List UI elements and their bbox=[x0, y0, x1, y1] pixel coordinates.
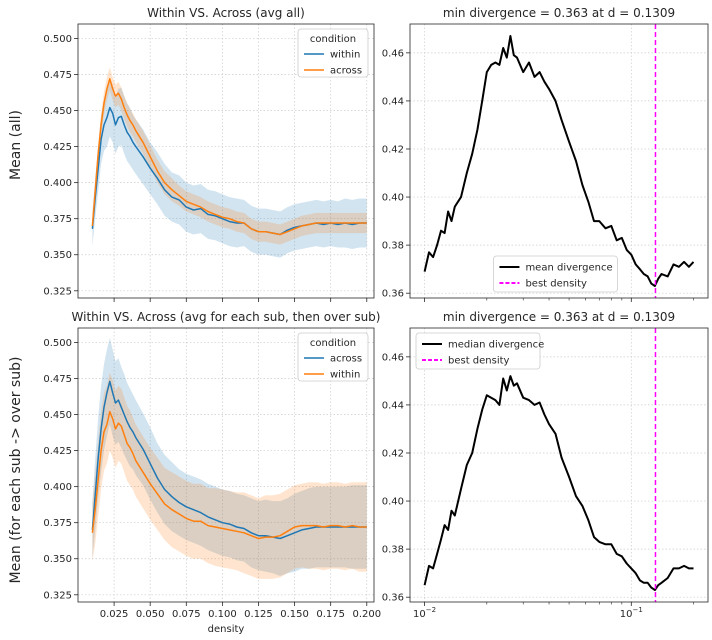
y-tick-label: 0.450 bbox=[43, 106, 72, 117]
panel-title: Within VS. Across (avg for each sub, the… bbox=[72, 310, 381, 324]
x-tick-label: 10−1 bbox=[620, 606, 643, 620]
y-tick-label: 0.400 bbox=[43, 482, 72, 493]
x-tick-label: 0.075 bbox=[172, 609, 201, 620]
y-tick-label: 0.475 bbox=[43, 374, 72, 385]
legend-box bbox=[297, 332, 369, 382]
x-tick-label: 0.125 bbox=[244, 609, 273, 620]
y-tick-label: 0.46 bbox=[382, 48, 404, 59]
y-tick-label: 0.40 bbox=[382, 497, 404, 508]
legend-title: condition bbox=[310, 338, 356, 349]
legend-label: within bbox=[330, 370, 360, 381]
series-band-within bbox=[92, 78, 367, 258]
series-band-across bbox=[92, 67, 367, 245]
y-tick-label: 0.325 bbox=[43, 590, 72, 601]
x-tick-base: 10 bbox=[413, 609, 426, 620]
y-tick-label: 0.42 bbox=[382, 448, 404, 459]
panel-mean-divergence: 0.36 0.38 0.40 0.42 0.44 0.46 min divergence =… bbox=[382, 6, 709, 302]
y-tick-label: 0.44 bbox=[382, 400, 404, 411]
panel-title: min divergence = 0.363 at d = 0.1309 bbox=[443, 6, 675, 20]
row-label-top: Mean (all) bbox=[8, 110, 24, 180]
y-tick-label: 0.38 bbox=[382, 545, 404, 556]
x-tick-label: 0.100 bbox=[208, 609, 237, 620]
y-tick-label: 0.350 bbox=[43, 554, 72, 565]
y-tick-label: 0.425 bbox=[43, 142, 72, 153]
legend-label: across bbox=[330, 66, 362, 77]
y-tick-label: 0.500 bbox=[43, 338, 72, 349]
legend-box bbox=[415, 332, 541, 370]
legend-label: across bbox=[330, 354, 362, 365]
x-tick-exponent: −1 bbox=[633, 606, 643, 614]
y-tick-label: 0.400 bbox=[43, 178, 72, 189]
series-line-mean-divergence bbox=[423, 35, 695, 287]
x-tick-exponent: −2 bbox=[426, 606, 436, 614]
y-tick-label: 0.46 bbox=[382, 352, 404, 363]
plot-frame bbox=[77, 327, 375, 603]
series-line-across bbox=[91, 78, 367, 236]
x-axis-label: density bbox=[208, 624, 245, 635]
legend-box bbox=[297, 28, 369, 78]
y-tick-label: 0.500 bbox=[43, 34, 72, 45]
y-tick-label: 0.44 bbox=[382, 96, 404, 107]
plot-frame bbox=[409, 23, 709, 299]
legend-label: mean divergence bbox=[525, 263, 612, 274]
y-tick-label: 0.40 bbox=[382, 193, 404, 204]
y-tick-label: 0.325 bbox=[43, 286, 72, 297]
series-band-within bbox=[92, 372, 367, 579]
plot-frame bbox=[77, 23, 375, 299]
legend-title: condition bbox=[310, 34, 356, 45]
legend-label: median divergence bbox=[448, 340, 544, 351]
y-tick-label: 0.38 bbox=[382, 241, 404, 252]
series-line-within bbox=[91, 410, 367, 540]
y-tick-label: 0.450 bbox=[43, 410, 72, 421]
x-tick-label: 0.025 bbox=[100, 609, 129, 620]
y-tick-label: 0.36 bbox=[382, 289, 404, 300]
panel-title: min divergence = 0.363 at d = 0.1309 bbox=[443, 310, 675, 324]
y-tick-label: 0.42 bbox=[382, 144, 404, 155]
y-tick-label: 0.375 bbox=[43, 214, 72, 225]
panel-title: Within VS. Across (avg all) bbox=[147, 6, 305, 20]
y-tick-label: 0.475 bbox=[43, 70, 72, 81]
panel-within-across-avg-all: 0.325 0.350 0.375 0.400 0.425 0.450 0.475 0.500… bbox=[43, 6, 375, 302]
y-tick-label: 0.36 bbox=[382, 593, 404, 604]
series-line-across bbox=[91, 380, 367, 540]
x-tick-label: 0.050 bbox=[136, 609, 165, 620]
legend-label: within bbox=[330, 50, 360, 61]
x-tick-label: 10−2 bbox=[413, 606, 436, 620]
y-tick-label: 0.425 bbox=[43, 446, 72, 457]
legend-box bbox=[493, 255, 618, 293]
y-tick-label: 0.375 bbox=[43, 518, 72, 529]
x-tick-label: 0.175 bbox=[316, 609, 345, 620]
legend-label: best density bbox=[448, 356, 510, 367]
y-tick-label: 0.350 bbox=[43, 250, 72, 261]
legend-label: best density bbox=[525, 279, 587, 290]
series-line-median-divergence bbox=[423, 375, 694, 591]
series-band-across bbox=[92, 338, 367, 576]
plot-frame bbox=[409, 327, 709, 603]
panel-within-across-avg-sub: 0.325 0.350 0.375 0.400 0.425 0.450 0.475 0.500… bbox=[43, 310, 381, 635]
row-label-bottom: Mean (for each sub -> over sub) bbox=[8, 357, 24, 584]
x-tick-label: 0.200 bbox=[352, 609, 381, 620]
x-tick-base: 10 bbox=[620, 609, 633, 620]
x-tick-label: 0.150 bbox=[280, 609, 309, 620]
